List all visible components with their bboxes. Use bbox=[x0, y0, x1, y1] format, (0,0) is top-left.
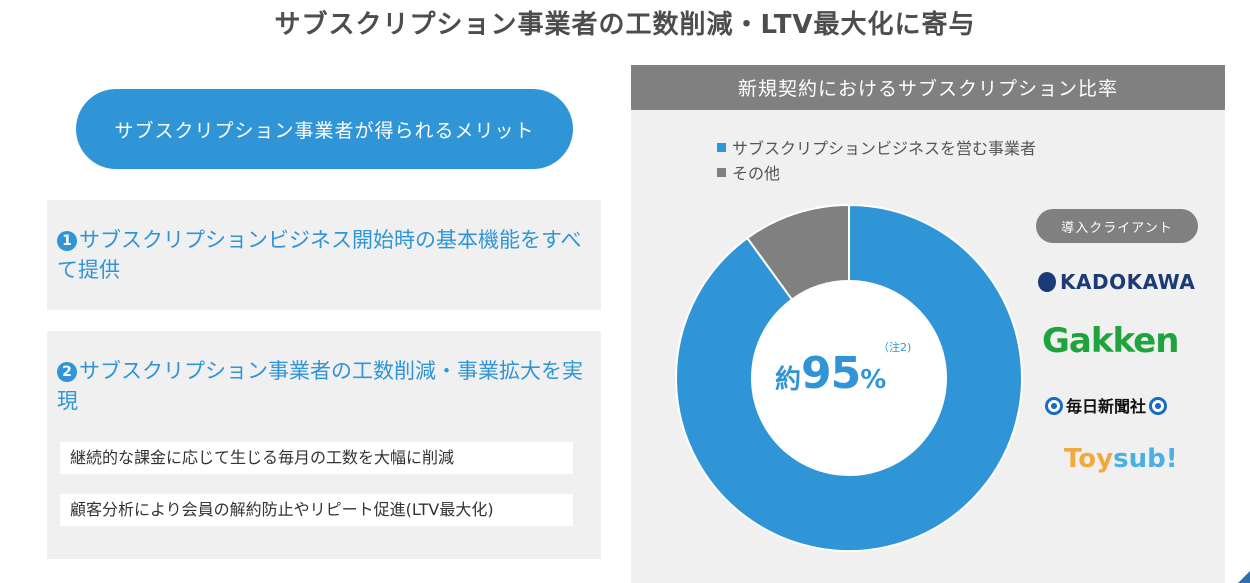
benefit-point-2-text: サブスクリプション事業者の工数削減・事業拡大を実現 bbox=[57, 359, 583, 413]
ratio-panel-header: 新規契約におけるサブスクリプション比率 bbox=[631, 65, 1225, 110]
donut-hole bbox=[753, 282, 945, 474]
mainichi-logo: 毎日新聞社 bbox=[1042, 393, 1170, 417]
legend-item-subscription: サブスクリプションビジネスを営む事業者 bbox=[717, 135, 1036, 159]
page-title: サブスクリプション事業者の工数削減・LTV最大化に寄与 bbox=[274, 10, 976, 40]
donut-slice-0 bbox=[675, 203, 1023, 552]
center-percentage: 約95% bbox=[775, 348, 886, 399]
center-prefix: 約 bbox=[775, 365, 802, 395]
toysub-text-b: sub! bbox=[1113, 444, 1178, 474]
center-suffix: % bbox=[860, 365, 887, 395]
legend-swatch-subscription bbox=[717, 143, 726, 152]
legend-swatch-other bbox=[717, 168, 726, 177]
mainichi-text: 毎日新聞社 bbox=[1066, 397, 1147, 416]
benefit-point-1: 1 サブスクリプションビジネス開始時の基本機能をすべて提供 bbox=[47, 200, 601, 310]
toysub-logo: Toysub! bbox=[1064, 444, 1178, 474]
benefits-pill: サブスクリプション事業者が得られるメリット bbox=[76, 89, 573, 169]
clients-pill: 導入クライアント bbox=[1036, 209, 1198, 243]
mainichi-emblem-icon bbox=[1045, 397, 1063, 415]
benefit-point-1-text: サブスクリプションビジネス開始時の基本機能をすべて提供 bbox=[57, 228, 582, 282]
benefit-item: 継続的な課金に応じて生じる毎月の工数を大幅に削減 bbox=[60, 442, 573, 474]
mainichi-emblem-icon bbox=[1149, 397, 1168, 415]
benefit-item: 顧客分析により会員の解約防止やリピート促進(LTV最大化) bbox=[60, 494, 573, 526]
legend-label-other: その他 bbox=[732, 164, 781, 183]
benefit-point-1-heading: 1 サブスクリプションビジネス開始時の基本機能をすべて提供 bbox=[57, 225, 597, 285]
benefit-point-2-heading: 2 サブスクリプション事業者の工数削減・事業拡大を実現 bbox=[57, 356, 597, 416]
number-2-icon: 2 bbox=[57, 362, 77, 382]
kadokawa-text: KADOKAWA bbox=[1060, 270, 1196, 294]
toysub-text-a: Toy bbox=[1064, 444, 1114, 474]
kadokawa-logo: KADOKAWA bbox=[1038, 270, 1195, 294]
center-number: 95 bbox=[801, 348, 861, 399]
corner-decoration bbox=[1238, 571, 1250, 583]
donut-slice-1 bbox=[745, 203, 850, 301]
footnote-marker: （注2) bbox=[878, 341, 912, 354]
gakken-logo: Gakken bbox=[1042, 321, 1179, 361]
benefit-point-2: 2 サブスクリプション事業者の工数削減・事業拡大を実現 継続的な課金に応じて生じる… bbox=[47, 331, 601, 559]
legend-label-subscription: サブスクリプションビジネスを営む事業者 bbox=[732, 139, 1037, 158]
legend-item-other: その他 bbox=[717, 160, 780, 184]
kadokawa-emblem-icon bbox=[1038, 272, 1056, 292]
number-1-icon: 1 bbox=[57, 231, 77, 251]
